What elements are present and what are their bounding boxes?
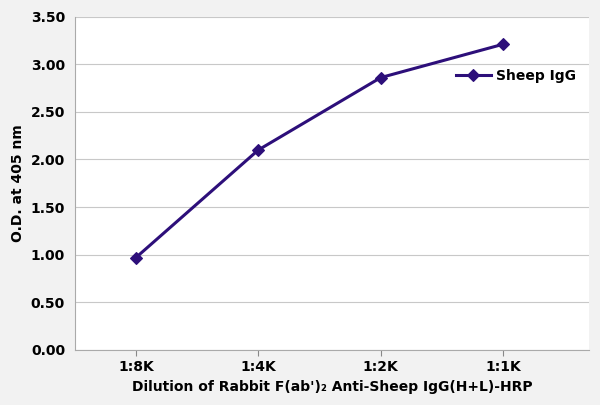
Sheep IgG bbox=[500, 42, 507, 47]
Sheep IgG bbox=[133, 255, 140, 260]
Sheep IgG bbox=[255, 147, 262, 152]
Legend: Sheep IgG: Sheep IgG bbox=[451, 64, 582, 89]
Sheep IgG bbox=[377, 75, 385, 80]
Line: Sheep IgG: Sheep IgG bbox=[132, 40, 508, 262]
Y-axis label: O.D. at 405 nm: O.D. at 405 nm bbox=[11, 124, 25, 242]
X-axis label: Dilution of Rabbit F(ab')₂ Anti-Sheep IgG(H+L)-HRP: Dilution of Rabbit F(ab')₂ Anti-Sheep Ig… bbox=[131, 380, 532, 394]
